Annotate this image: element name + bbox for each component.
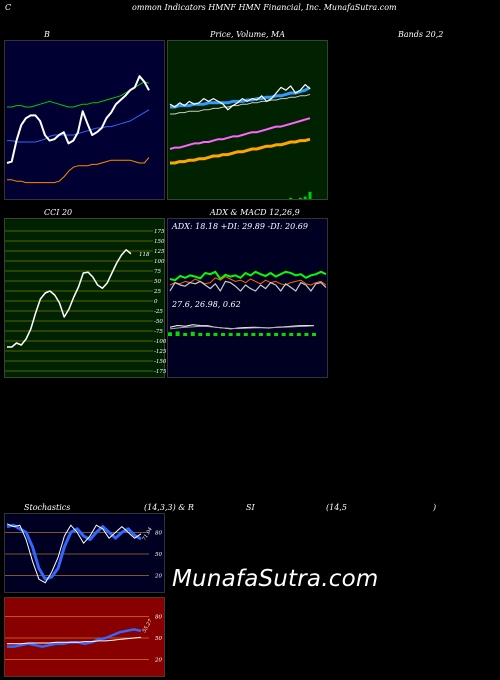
bollinger-chart [6, 75, 150, 184]
cci-value-label: 118 [139, 252, 150, 258]
bollinger-panel [4, 40, 165, 200]
macd-histogram-bar [213, 333, 218, 336]
macd-series-0 [169, 324, 314, 330]
page-title: ommon Indicators HMNF HMN Financial, Inc… [132, 3, 397, 12]
cci-tick-label: 150 [154, 239, 165, 245]
macd-histogram-bar [243, 333, 248, 336]
adx-panel: ADX: 18.18 +DI: 29.89 -DI: 20.69 27.6, 2… [167, 218, 328, 378]
adx-series-1 [169, 276, 327, 286]
macd-histogram-bar [198, 333, 203, 336]
stoch-params-label: (14,3,3) & R [144, 503, 194, 512]
stoch-tick-label: 20 [154, 574, 162, 580]
adx-readout: ADX: 18.18 +DI: 29.89 -DI: 20.69 [172, 222, 308, 231]
stoch-series-1 [6, 523, 142, 584]
bollinger-series-3 [6, 75, 150, 164]
adx-series-2 [169, 280, 327, 292]
macd-series-1 [169, 325, 315, 330]
cci-tick-label: -150 [154, 359, 166, 365]
macd-histogram-bar [281, 333, 286, 336]
macd-histogram-bar [289, 333, 294, 336]
cci-tick-label: 0 [154, 299, 158, 305]
price-chart [169, 83, 312, 199]
rsi-tick-label: 50 [155, 636, 162, 642]
volume-bar [298, 197, 302, 199]
volume-bar [289, 197, 293, 199]
rsi-series-1 [7, 636, 142, 645]
cci-line [7, 249, 132, 348]
stochastics-panel: 80 50 20 71.04 [4, 513, 165, 593]
cci-tick-label: -50 [154, 319, 163, 325]
price-series-1 [169, 117, 311, 150]
rsi-panel: 80 50 20 55.27 [4, 597, 165, 677]
rsi-tick-label: 80 [155, 614, 162, 620]
cci-tick-label: 75 [154, 269, 161, 275]
cci-tick-label: -25 [154, 309, 163, 315]
cci-panel: 175 150 125 100 75 50 25 0 -25 -50 -75 -100 -125 -150… [4, 218, 166, 378]
brand-watermark: MunafaSutra.com [172, 566, 379, 592]
cci-tick-label: -75 [154, 329, 163, 335]
stochastics-chart: 80 50 20 71.04 [5, 523, 162, 584]
price-series-4 [169, 83, 311, 111]
stoch-tick-label: 80 [155, 530, 162, 536]
macd-readout: 27.6, 26.98, 0.62 [172, 300, 241, 309]
header-c: C [5, 3, 12, 12]
rsi-chart: 80 50 20 55.27 [5, 614, 162, 664]
bollinger-series-0 [7, 81, 150, 108]
macd-histogram-bar [168, 332, 172, 336]
bands-label: Bands 20,2 [398, 30, 444, 39]
volume-bar [303, 196, 307, 199]
rsi-params-label: (14,5 [326, 503, 347, 512]
rsi-value-label: 55.27 [142, 618, 155, 634]
cci-label: CCI 20 [44, 208, 73, 217]
volume-bar [308, 191, 312, 199]
adx-series-0 [169, 270, 327, 282]
macd-histogram-bar [251, 333, 256, 336]
cci-tick-label: 50 [154, 279, 161, 285]
stoch-label: Stochastics [24, 503, 71, 512]
stoch-series-0 [6, 523, 142, 581]
price-series-0 [170, 137, 311, 165]
cci-tick-label: -100 [154, 339, 166, 345]
adx-macd-chart [168, 270, 327, 336]
bollinger-label: B [44, 30, 50, 39]
stoch-value-label: 71.04 [142, 526, 154, 541]
macd-histogram-bar [266, 333, 271, 336]
cci-tick-label: 100 [154, 259, 165, 265]
stoch-tick-label: 50 [155, 552, 162, 558]
macd-histogram-bar [205, 333, 210, 336]
cci-tick-label: 175 [154, 229, 165, 235]
cci-tick-label: 125 [154, 249, 165, 255]
adx-macd-label: ADX & MACD 12,26,9 [210, 208, 300, 217]
macd-histogram-bar [304, 333, 309, 336]
cci-chart: 175 150 125 100 75 50 25 0 -25 -50 -75 -100 -125 -150… [5, 229, 166, 375]
macd-histogram-bar [296, 333, 301, 336]
bollinger-series-1 [7, 109, 150, 143]
macd-histogram-bar [228, 333, 233, 336]
price-panel [167, 40, 328, 200]
cci-tick-label: -125 [154, 349, 166, 355]
rsi-close-label: ) [433, 503, 437, 512]
macd-histogram-bar [190, 331, 195, 336]
bollinger-series-2 [7, 157, 150, 184]
macd-histogram-bar [183, 333, 188, 336]
macd-histogram-bar [175, 331, 180, 336]
rsi-tick-label: 20 [154, 658, 162, 664]
cci-tick-label: 25 [153, 289, 161, 295]
macd-histogram-bar [274, 333, 279, 336]
macd-histogram-bar [258, 333, 263, 336]
price-volume-label: Price, Volume, MA [210, 30, 286, 39]
price-series-3 [170, 93, 311, 115]
macd-histogram-bar [236, 333, 241, 336]
rsi-si-label: SI [246, 503, 255, 512]
macd-histogram-bar [221, 333, 226, 336]
cci-tick-label: -175 [154, 369, 166, 375]
macd-histogram-bar [312, 333, 316, 336]
